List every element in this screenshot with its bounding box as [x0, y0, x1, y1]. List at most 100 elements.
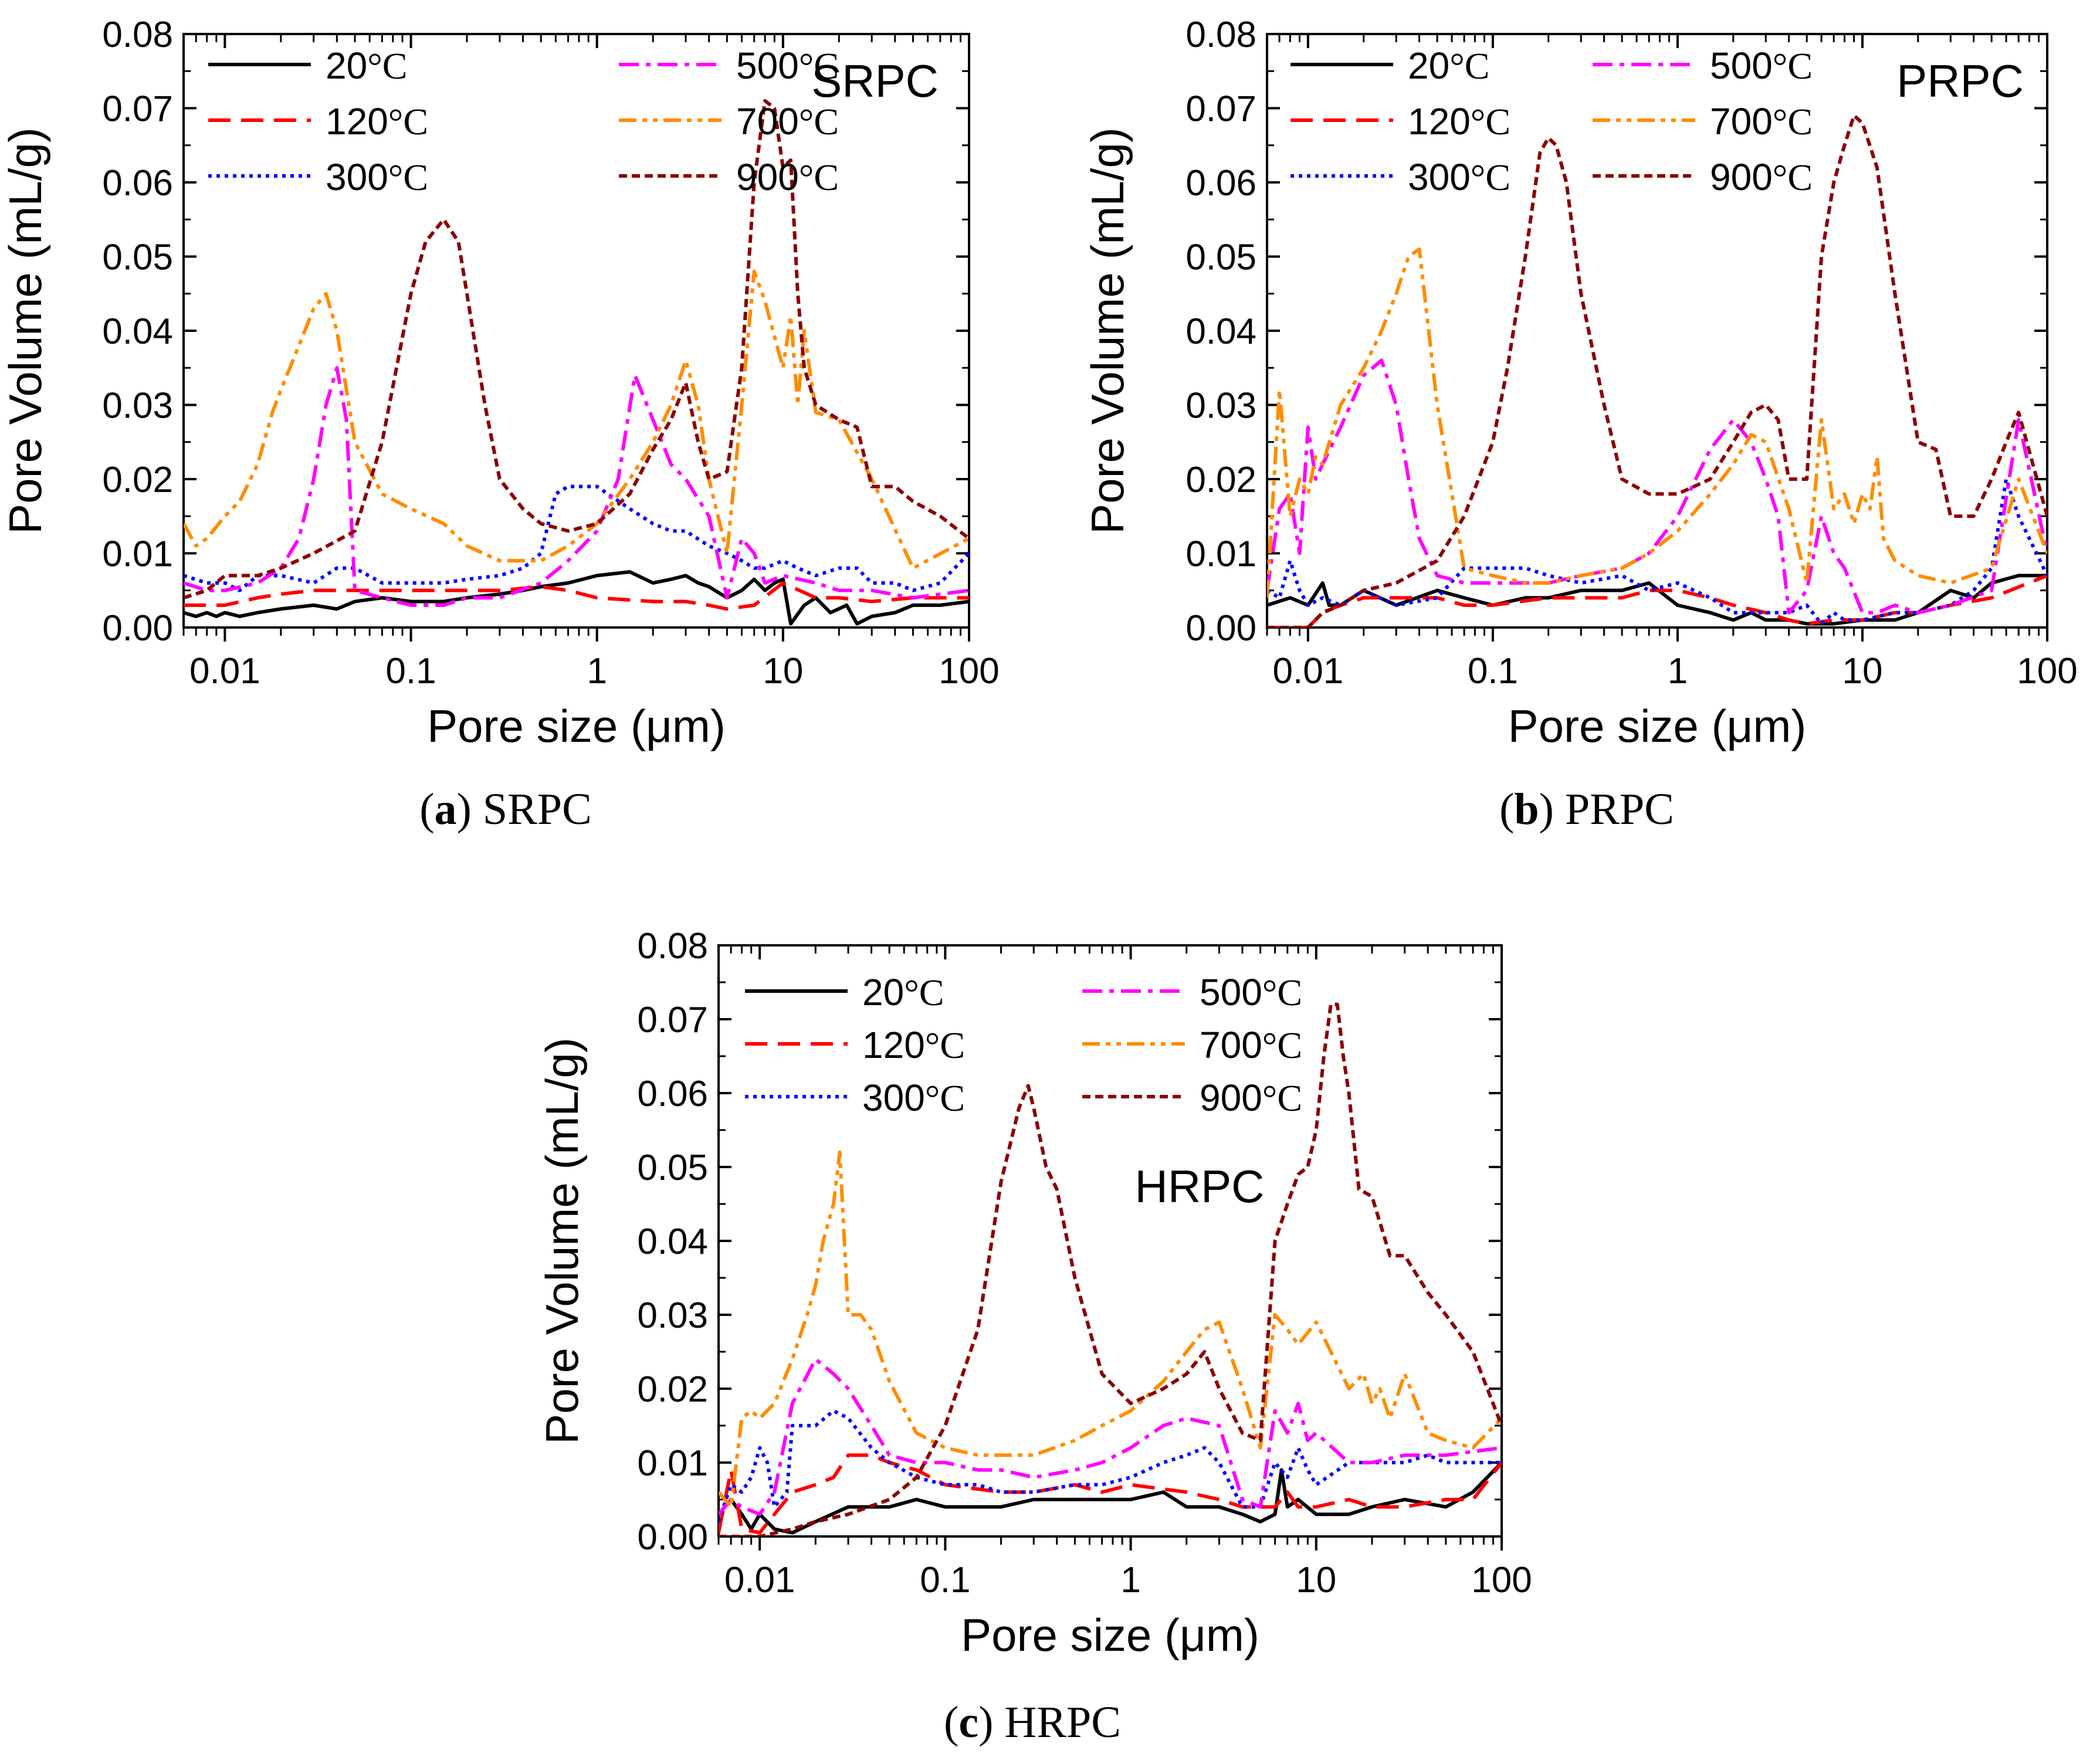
- legend-entry-20c: 20°C: [1408, 45, 1489, 87]
- legend-number: 20: [862, 971, 904, 1013]
- legend-number: 300: [1408, 156, 1471, 198]
- legend-entry-500c: 500°C: [1710, 45, 1813, 87]
- series-group: [1267, 114, 2047, 627]
- y-tick-label: 0.08: [102, 15, 173, 55]
- legend-unit: °C: [925, 1077, 965, 1119]
- caption-text: HRPC: [1004, 1698, 1121, 1747]
- y-tick-label: 0.08: [637, 926, 708, 966]
- legend-unit: °C: [367, 45, 407, 87]
- legend-entry-120c: 120°C: [862, 1024, 965, 1066]
- legend-number: 700: [1710, 100, 1773, 143]
- legend-unit: °C: [799, 45, 839, 87]
- legend-entry-900c: 900°C: [1200, 1077, 1302, 1119]
- y-tick-label: 0.02: [1186, 460, 1256, 500]
- y-tick-label: 0.06: [1186, 163, 1256, 203]
- panel-srpc: 0.00 0.01 0.02 0.03 0.04 0.05 0.06 0.07 0.08 0.01…: [0, 15, 1000, 834]
- series-line-700c: [184, 269, 969, 570]
- x-axis-label: Pore size (μm): [1508, 700, 1807, 752]
- x-tick-label: 1: [1668, 651, 1688, 691]
- y-tick-label: 0.01: [637, 1443, 708, 1484]
- x-tick-label: 10: [1296, 1560, 1336, 1600]
- series-line-700c: [719, 1150, 1502, 1509]
- series-line-120c: [719, 1453, 1502, 1535]
- y-tick-label: 0.04: [1186, 311, 1256, 352]
- legend-entry-20c: 20°C: [862, 971, 944, 1013]
- y-tick-label: 0.05: [637, 1148, 708, 1188]
- y-tick-label: 0.06: [102, 163, 173, 203]
- legend-unit: °C: [925, 1025, 965, 1066]
- legend-number: 300: [862, 1077, 925, 1119]
- legend-entry-500c: 500°C: [736, 45, 839, 87]
- panel-tag: PRPC: [1896, 55, 2024, 107]
- caption-close-paren: ): [1539, 785, 1565, 834]
- panel-caption: (b) PRPC: [1499, 785, 1674, 834]
- legend-unit: °C: [388, 157, 428, 198]
- caption-close-paren: ): [457, 785, 483, 834]
- series-line-500c: [1267, 358, 2047, 615]
- legend-number: 20: [326, 45, 367, 87]
- series-line-300c: [1267, 477, 2047, 626]
- series-line-300c: [184, 484, 969, 592]
- legend-unit: °C: [1262, 972, 1302, 1013]
- legend-unit: °C: [1449, 45, 1489, 87]
- y-tick-label: 0.07: [102, 89, 173, 130]
- caption-letter: a: [435, 785, 457, 834]
- legend-number: 500: [1710, 45, 1773, 87]
- y-tick-label: 0.05: [1186, 238, 1256, 278]
- legend-number: 120: [1408, 100, 1471, 143]
- series-line-300c: [719, 1409, 1502, 1522]
- legend-entry-300c: 300°C: [326, 156, 428, 198]
- legend-unit: °C: [1471, 101, 1510, 143]
- panel-hrpc: 0.00 0.01 0.02 0.03 0.04 0.05 0.06 0.07 0.08 0.01…: [536, 926, 1532, 1747]
- x-tick-label: 0.01: [724, 1560, 795, 1600]
- y-axis-label: Pore Volume (mL/g): [536, 1037, 588, 1444]
- series-line-900c: [719, 1002, 1502, 1536]
- x-tick-label: 100: [939, 651, 999, 691]
- legend-unit: °C: [388, 101, 428, 143]
- legend-entry-700c: 700°C: [1710, 100, 1813, 143]
- legend-number: 20: [1408, 45, 1449, 87]
- legend-number: 900: [1200, 1077, 1262, 1119]
- legend-number: 500: [1200, 971, 1262, 1013]
- legend-entry-300c: 300°C: [862, 1077, 965, 1119]
- series-group: [184, 99, 969, 626]
- caption-close-paren: ): [978, 1698, 1004, 1747]
- legend-number: 500: [736, 45, 799, 87]
- x-tick-label: 0.1: [920, 1560, 970, 1600]
- y-tick-label: 0.03: [1186, 386, 1256, 426]
- y-axis-label: Pore Volume (mL/g): [0, 127, 51, 534]
- series-line-120c: [184, 581, 969, 611]
- legend-unit: °C: [799, 101, 839, 143]
- x-tick-label: 0.01: [189, 651, 260, 691]
- series-line-120c: [1267, 574, 2047, 627]
- legend-number: 700: [736, 100, 799, 143]
- caption-open-paren: (: [1499, 785, 1514, 834]
- caption-letter: b: [1514, 785, 1539, 834]
- caption-text: SRPC: [483, 785, 592, 834]
- y-tick-label: 0.00: [637, 1517, 708, 1558]
- x-tick-label: 0.01: [1273, 651, 1344, 691]
- legend-number: 300: [326, 156, 388, 198]
- y-tick-label: 0.01: [102, 534, 173, 575]
- caption-letter: c: [958, 1698, 978, 1747]
- x-axis-label: Pore size (μm): [961, 1609, 1259, 1661]
- x-tick-label: 0.1: [385, 651, 436, 691]
- panel-caption: (a) SRPC: [419, 785, 592, 834]
- y-tick-label: 0.02: [637, 1369, 708, 1410]
- y-tick-label: 0.06: [637, 1074, 708, 1114]
- legend-number: 900: [736, 156, 799, 198]
- y-tick-label: 0.05: [102, 238, 173, 278]
- legend-unit: °C: [1262, 1077, 1302, 1119]
- plot-frame: [182, 33, 970, 629]
- legend-entry-700c: 700°C: [1200, 1024, 1302, 1066]
- legend-number: 120: [326, 100, 388, 143]
- legend-unit: °C: [1773, 101, 1813, 143]
- x-tick-label: 0.1: [1468, 651, 1518, 691]
- panel-tag: HRPC: [1134, 1161, 1264, 1212]
- legend-unit: °C: [1773, 157, 1813, 198]
- legend-number: 700: [1200, 1024, 1262, 1066]
- y-tick-label: 0.07: [1186, 89, 1256, 130]
- legend-entry-300c: 300°C: [1408, 156, 1510, 198]
- panel-prpc: 0.00 0.01 0.02 0.03 0.04 0.05 0.06 0.07 0.08 0.01…: [1082, 15, 2078, 834]
